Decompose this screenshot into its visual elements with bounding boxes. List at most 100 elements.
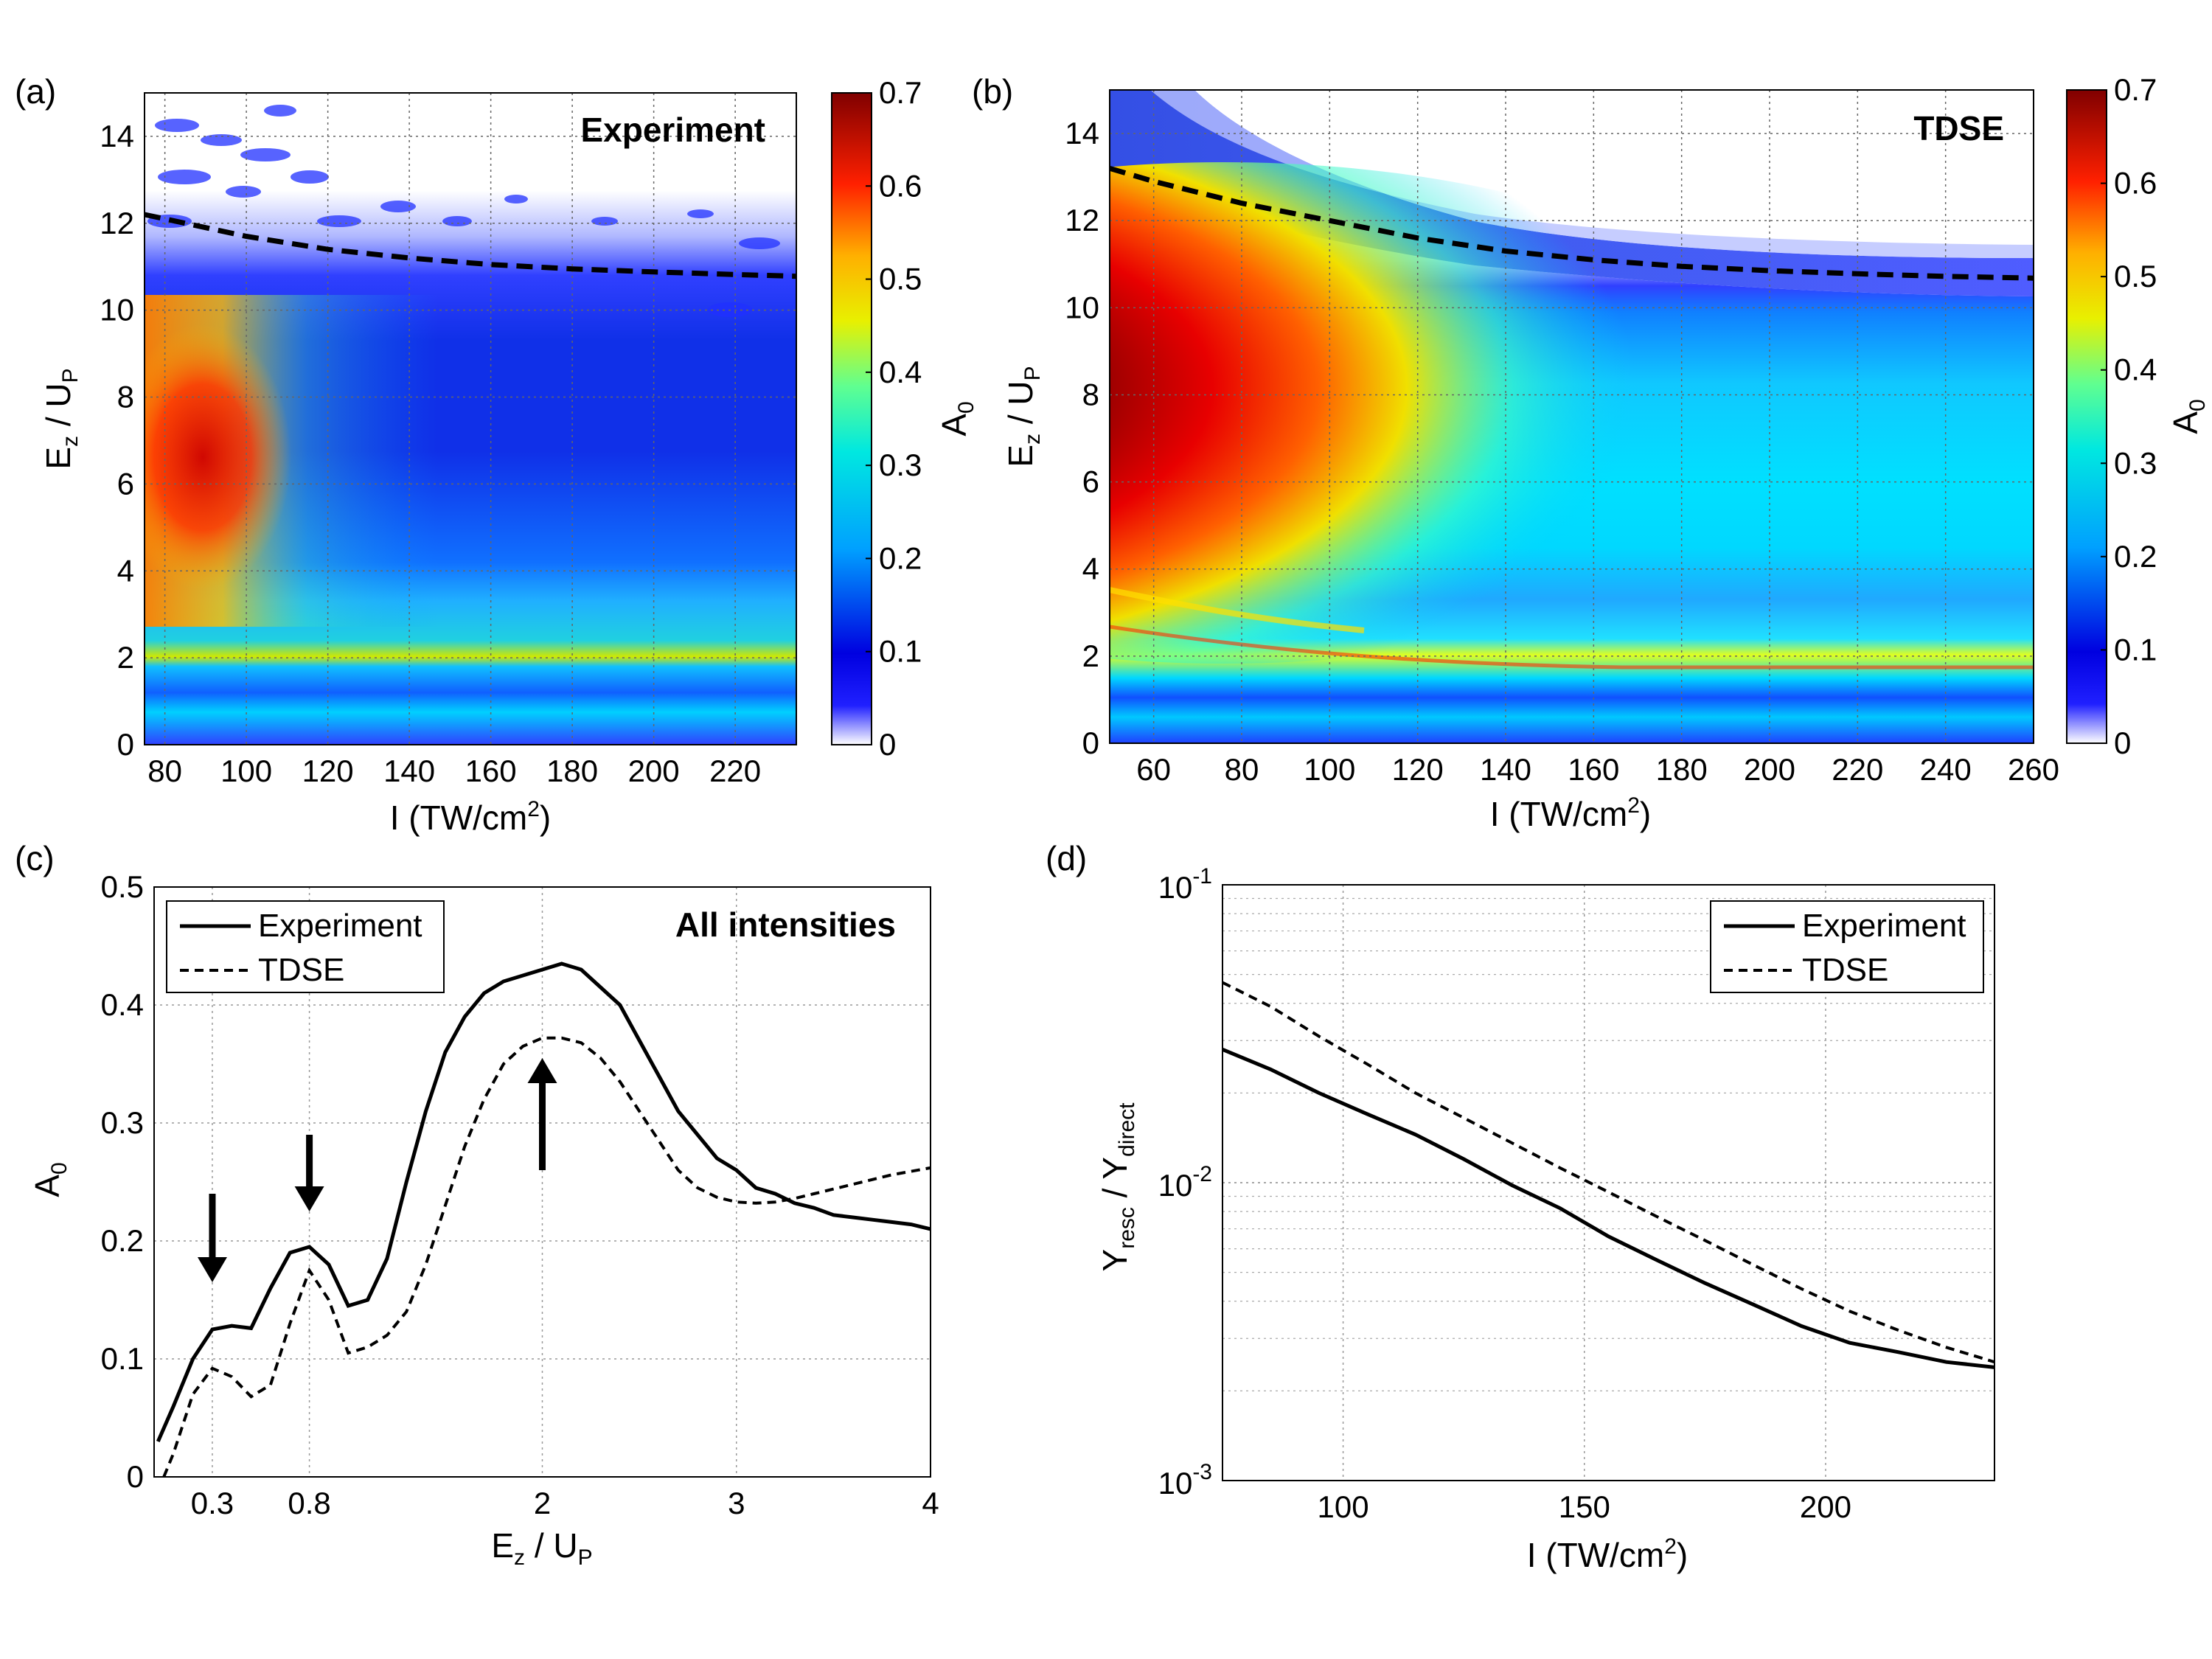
x-tick-label: 220 bbox=[1832, 752, 1883, 787]
x-tick-label: 0.8 bbox=[288, 1486, 330, 1520]
x-tick-label: 220 bbox=[709, 754, 761, 788]
y-tick-label: 14 bbox=[1065, 116, 1099, 150]
colorbar-tick-label: 0.2 bbox=[879, 540, 922, 575]
colorbar-tick-label: 0.7 bbox=[879, 75, 922, 110]
colorbar-ticks-a: 0 0.1 0.2 0.3 0.4 0.5 0.6 0.7 bbox=[866, 75, 922, 762]
colorbar-a bbox=[831, 92, 872, 745]
panel-b-label: (b) bbox=[972, 72, 1013, 111]
ylabel-d: Yresc / Ydirect bbox=[1096, 1102, 1139, 1272]
y-tick-label: 0.2 bbox=[101, 1223, 144, 1258]
colorbar-tick-label: 0.1 bbox=[879, 634, 922, 669]
x-tick-label: 100 bbox=[1304, 752, 1355, 787]
heatmap-b bbox=[1110, 90, 2034, 743]
panel-c: (c) 0.3 0.8 2 3 4 0 0.1 0.2 0.3 0.4 0.5 All intens… bbox=[15, 839, 939, 1570]
y-tick-label: 8 bbox=[117, 380, 134, 414]
x-tick-label: 2 bbox=[534, 1486, 551, 1520]
y-tick-label: 10 bbox=[100, 293, 134, 327]
panel-d: (d) 100 150 200 10-3 10-2 10-1 Experiment TDS… bbox=[1046, 839, 1995, 1574]
y-tick-label: 0 bbox=[117, 727, 134, 762]
y-tick-label: 0.1 bbox=[101, 1341, 144, 1376]
colorbar-tick-label: 0 bbox=[2114, 726, 2131, 760]
ticks-b: 60 80 100 120 140 160 180 200 220 240 260 0 2 4 6 8 10 12… bbox=[1065, 116, 2059, 787]
y-tick-label: 4 bbox=[1082, 552, 1099, 586]
series-d-experiment bbox=[1222, 1047, 1994, 1369]
inset-title-c: All intensities bbox=[675, 905, 896, 944]
x-tick-label: 180 bbox=[1656, 752, 1708, 787]
series-c-tdse bbox=[162, 1036, 931, 1477]
colorbar-label-a: A0 bbox=[935, 401, 978, 436]
panel-b: (b) 60 80 100 120 140 160 180 200 220 240 26002468… bbox=[972, 72, 2210, 833]
ylabel-a: Ez / UP bbox=[39, 368, 83, 469]
panel-d-label: (d) bbox=[1046, 839, 1087, 877]
x-tick-label: 4 bbox=[922, 1486, 939, 1520]
colorbar-tick-label: 0.5 bbox=[2114, 259, 2157, 293]
y-tick-label: 10-1 bbox=[1158, 864, 1212, 905]
cutoff-curve-a bbox=[144, 212, 797, 279]
y-tick-label: 4 bbox=[117, 553, 134, 588]
y-tick-label: 10-2 bbox=[1158, 1162, 1212, 1203]
legend-c-tdse: TDSE bbox=[258, 952, 344, 988]
xlabel-c: Ez / UP bbox=[491, 1526, 592, 1570]
x-tick-label: 80 bbox=[147, 754, 182, 788]
xlabel-d: I (TW/cm2) bbox=[1527, 1534, 1688, 1574]
x-tick-label: 240 bbox=[1920, 752, 1972, 787]
colorbar-tick-label: 0.6 bbox=[2114, 166, 2157, 201]
ticks-a: 80 100 120 140 160 180 200 220 0 2 4 6 8 10 12 14 bbox=[100, 119, 761, 788]
y-tick-label: 2 bbox=[117, 640, 134, 675]
colorbar-ticks-b: 0 0.1 0.2 0.3 0.4 0.5 0.6 0.7 bbox=[2101, 72, 2157, 760]
x-tick-label: 200 bbox=[628, 754, 680, 788]
colorbar-tick-label: 0.5 bbox=[879, 262, 922, 296]
y-tick-label: 6 bbox=[117, 466, 134, 501]
y-tick-label: 10 bbox=[1065, 290, 1099, 324]
x-tick-label: 120 bbox=[302, 754, 354, 788]
y-tick-label: 6 bbox=[1082, 465, 1099, 499]
series-d-tdse bbox=[1222, 981, 1994, 1364]
axes-frame-d bbox=[1222, 884, 1995, 1481]
x-tick-label: 60 bbox=[1136, 752, 1171, 787]
inset-title-a: Experiment bbox=[580, 111, 765, 149]
x-tick-label: 200 bbox=[1800, 1489, 1851, 1524]
axes-frame-b bbox=[1109, 89, 2034, 744]
y-tick-label: 0.4 bbox=[101, 987, 144, 1022]
axes-frame-c bbox=[153, 886, 931, 1478]
colorbar-label-b: A0 bbox=[2166, 399, 2210, 434]
y-tick-label: 0.5 bbox=[101, 869, 144, 904]
colorbar-tick-label: 0 bbox=[879, 727, 896, 762]
arrow-head bbox=[197, 1257, 227, 1282]
x-tick-label: 3 bbox=[728, 1486, 745, 1520]
legend-d: Experiment TDSE bbox=[1710, 900, 1984, 993]
ylabel-c: A0 bbox=[28, 1162, 72, 1197]
inset-title-b: TDSE bbox=[1913, 109, 2004, 147]
y-tick-label: 10-3 bbox=[1158, 1460, 1212, 1500]
grid-b bbox=[1110, 90, 2034, 744]
x-tick-label: 100 bbox=[220, 754, 272, 788]
ticks-c: 0.3 0.8 2 3 4 0 0.1 0.2 0.3 0.4 0.5 bbox=[101, 869, 939, 1520]
colorbar-tick-label: 0.6 bbox=[879, 168, 922, 203]
x-tick-label: 80 bbox=[1225, 752, 1259, 787]
x-tick-label: 160 bbox=[1568, 752, 1619, 787]
arrow-head bbox=[527, 1058, 557, 1083]
series-c-experiment bbox=[156, 961, 931, 1443]
y-tick-label: 2 bbox=[1082, 639, 1099, 673]
legend-d-experiment: Experiment bbox=[1802, 908, 1966, 944]
x-tick-label: 0.3 bbox=[191, 1486, 234, 1520]
x-tick-label: 100 bbox=[1318, 1489, 1369, 1524]
colorbar-tick-label: 0.3 bbox=[2114, 445, 2157, 480]
legend-c: Experiment TDSE bbox=[166, 900, 445, 993]
panel-a: (a) 80 100 120 140 160 180 200 220 0 2 4 6 8 10 12 14 E… bbox=[15, 72, 978, 837]
colorbar-tick-label: 0.2 bbox=[2114, 539, 2157, 574]
xlabel-b: I (TW/cm2) bbox=[1490, 793, 1652, 833]
panel-a-label: (a) bbox=[15, 72, 56, 111]
x-tick-label: 120 bbox=[1392, 752, 1444, 787]
arrows-c bbox=[197, 1058, 557, 1282]
y-tick-label: 12 bbox=[100, 206, 134, 240]
legend-c-experiment: Experiment bbox=[258, 908, 422, 944]
y-tick-label: 12 bbox=[1065, 203, 1099, 237]
x-tick-label: 200 bbox=[1744, 752, 1795, 787]
colorbar-tick-label: 0.7 bbox=[2114, 72, 2157, 107]
x-tick-label: 160 bbox=[465, 754, 517, 788]
y-tick-label: 14 bbox=[100, 119, 134, 153]
y-tick-label: 0 bbox=[1082, 726, 1099, 760]
x-tick-label: 150 bbox=[1559, 1489, 1610, 1524]
